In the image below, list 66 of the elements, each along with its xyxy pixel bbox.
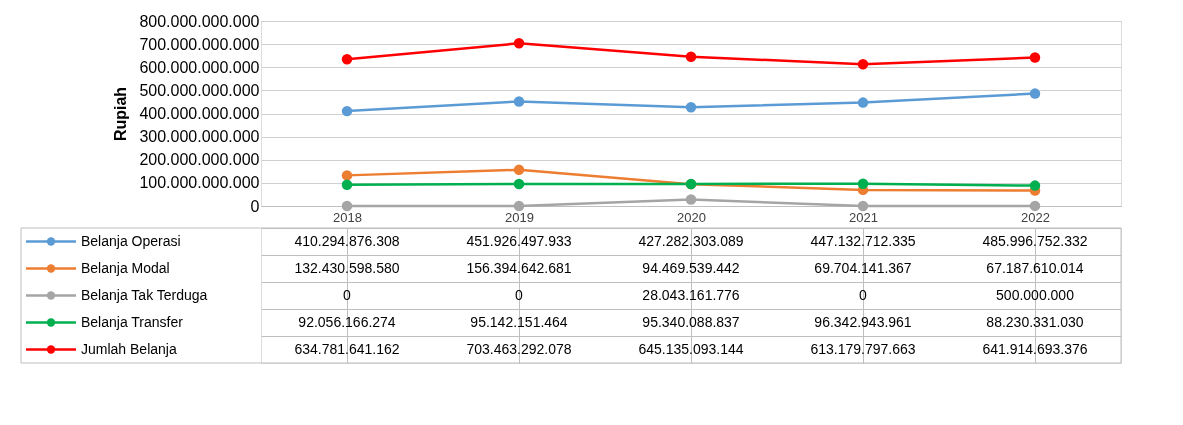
y-tick-label: 300.000.000.000	[139, 128, 260, 146]
y-tick-label: 0	[250, 197, 260, 215]
data-label: 96.342.943.961	[814, 313, 912, 330]
data-label: 132.430.598.580	[294, 259, 400, 276]
data-label: 485.996.752.332	[982, 232, 1088, 249]
point	[513, 96, 525, 107]
point	[513, 178, 525, 190]
point	[341, 179, 353, 190]
legend-label: Belanja Transfer	[81, 313, 184, 330]
y-axis-title: Rupiah	[112, 86, 130, 142]
data-label: 703.463.292.078	[466, 340, 572, 357]
legend-label: Belanja Tak Terduga	[81, 286, 208, 303]
y-tick-label: 500.000.000.000	[139, 81, 260, 99]
y-tick-label: 800.000.000.000	[139, 12, 260, 30]
point	[513, 38, 525, 49]
data-label: 634.781.641.162	[294, 340, 400, 357]
point	[341, 53, 353, 65]
point	[857, 58, 869, 70]
point	[1029, 88, 1041, 99]
data-label: 645.135.093.144	[638, 340, 744, 357]
data-label: 67.187.610.014	[986, 259, 1084, 276]
y-tick-label: 200.000.000.000	[139, 151, 260, 169]
data-label: 410.294.876.308	[294, 232, 400, 249]
y-tick-label: 400.000.000.000	[139, 105, 260, 122]
point	[341, 200, 353, 212]
point	[513, 164, 525, 176]
data-label: 28.043.161.776	[642, 286, 740, 303]
point	[1029, 200, 1041, 212]
point	[857, 200, 869, 212]
data-label: 451.926.497.933	[466, 232, 572, 249]
point	[513, 200, 525, 212]
x-tick-label: 2018	[333, 209, 362, 225]
data-label: 95.340.088.837	[642, 313, 740, 330]
y-tick-label: 600.000.000.000	[139, 58, 260, 76]
data-label: 0	[515, 286, 524, 303]
x-tick-label: 2021	[849, 209, 878, 225]
data-label: 0	[859, 286, 868, 303]
point	[857, 178, 869, 189]
data-label: 500.000.000	[996, 286, 1075, 303]
point	[685, 51, 697, 63]
data-label: 447.132.712.335	[810, 232, 916, 249]
point	[341, 105, 353, 117]
data-label: 427.282.303.089	[638, 232, 744, 249]
x-tick-label: 2020	[677, 209, 706, 225]
y-tick-label: 100.000.000.000	[139, 174, 260, 192]
point	[341, 170, 353, 181]
data-label: 94.469.539.442	[642, 259, 740, 276]
data-label: 613.179.797.663	[810, 340, 916, 357]
data-label: 156.394.642.681	[466, 259, 572, 276]
point	[685, 101, 697, 113]
point	[857, 97, 869, 108]
data-label: 69.704.141.367	[814, 259, 912, 276]
x-tick-label: 2022	[1021, 209, 1050, 225]
point	[1029, 52, 1041, 63]
data-label: 641.914.693.376	[982, 340, 1088, 357]
data-label: 88.230.331.030	[986, 313, 1084, 330]
legend-label: Belanja Operasi	[81, 232, 181, 249]
data-label: 0	[343, 286, 352, 303]
point	[685, 194, 697, 205]
legend-label: Belanja Modal	[81, 259, 170, 276]
data-label: 95.142.151.464	[470, 313, 568, 330]
point	[1029, 180, 1041, 191]
x-tick-label: 2019	[505, 209, 534, 225]
data-label: 92.056.166.274	[298, 313, 396, 330]
y-tick-label: 700.000.000.000	[139, 35, 260, 53]
legend-label: Jumlah Belanja	[81, 340, 177, 357]
